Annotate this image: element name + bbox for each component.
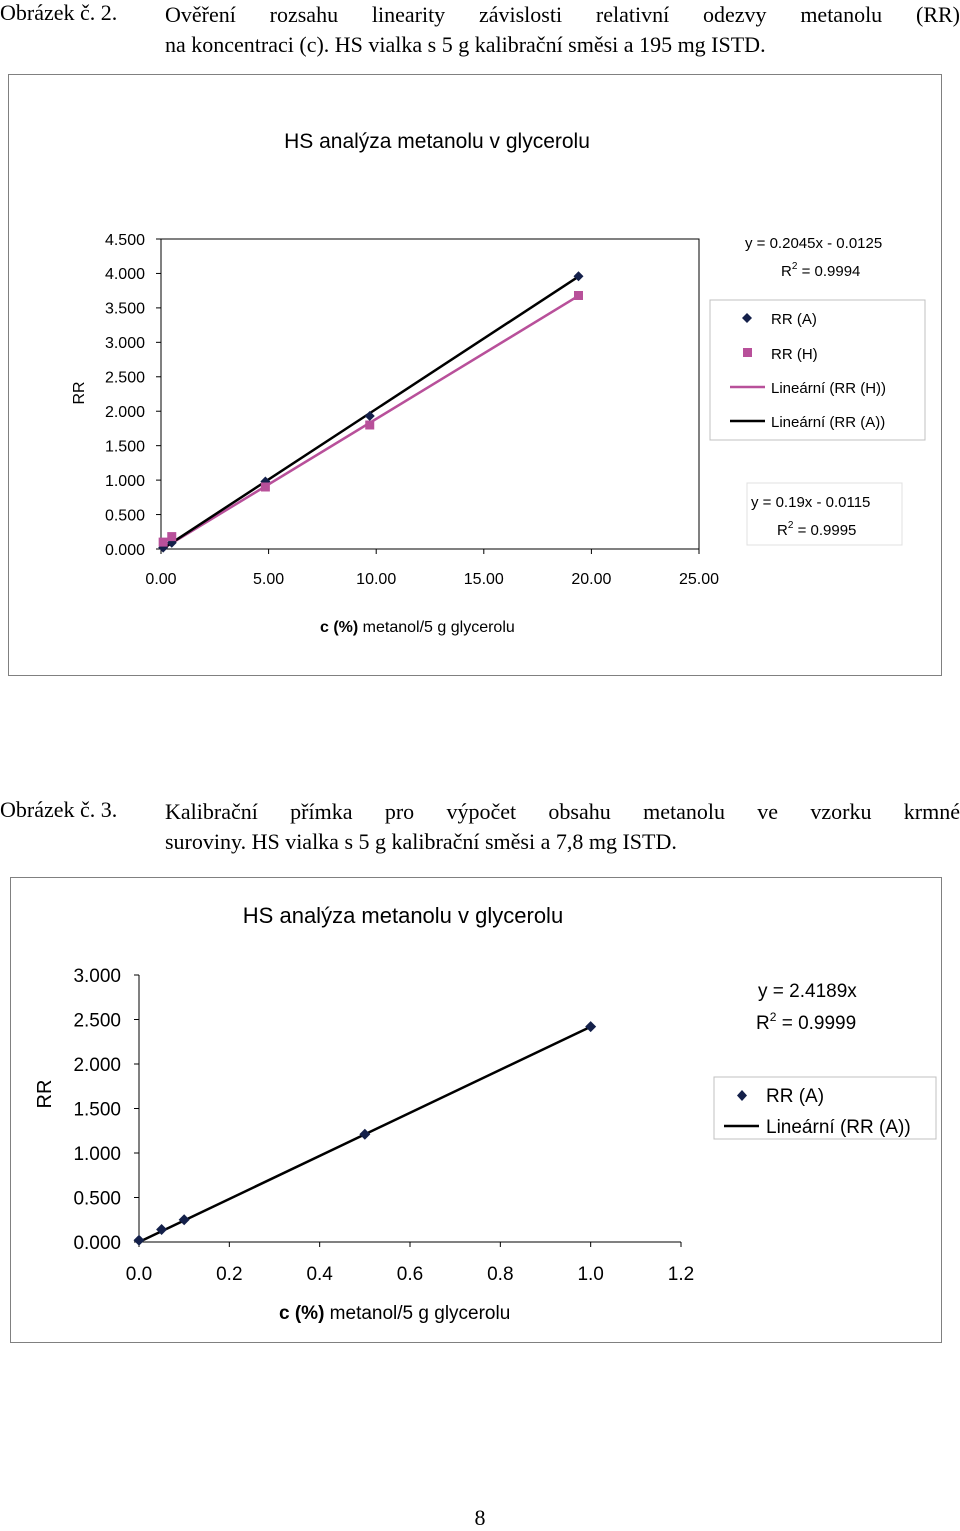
y-tick-label: 1.000 xyxy=(73,1144,121,1165)
equation-box-h xyxy=(746,482,903,546)
x-tick-label: 20.00 xyxy=(571,571,611,588)
x-tick-label: 0.2 xyxy=(216,1264,242,1285)
chart-1: HS analýza metanolu v glycerolu RR c (%)… xyxy=(71,130,926,636)
y-tick-label: 3.500 xyxy=(105,301,145,318)
chart-frame: HS analýza metanolu v glycerolu RR c (%)… xyxy=(10,877,942,1343)
data-point-diamond xyxy=(178,1214,190,1226)
x-tick-labels: 0.00 5.00 10.00 15.00 20.00 25.00 xyxy=(145,549,719,588)
page-number: 8 xyxy=(474,1505,486,1530)
x-axis-label-rest: metanol/5 g glycerolu xyxy=(324,1303,510,1324)
x-axis-label: c (%) metanol/5 g glycerolu xyxy=(320,619,515,636)
x-axis-label-bold: c (%) xyxy=(279,1303,324,1324)
x-tick-label: 0.00 xyxy=(145,571,176,588)
legend-trend-a: Lineární (RR (A)) xyxy=(771,414,885,431)
data-point-square xyxy=(365,420,375,430)
caption-line-1: Ověření rozsahu linearity závislosti rel… xyxy=(165,2,960,27)
r2-a: R2 = 0.9994 xyxy=(781,261,860,280)
data-point-diamond xyxy=(158,542,169,553)
equation-h: y = 0.19x - 0.0115 xyxy=(751,494,870,511)
x-axis-label-bold: c (%) xyxy=(320,619,358,636)
y-tick-label: 2.500 xyxy=(73,1010,121,1031)
legend-square-marker xyxy=(743,348,752,357)
y-tick-label: 2.000 xyxy=(73,1055,121,1076)
plot-area xyxy=(160,238,700,550)
data-point-square xyxy=(260,482,270,492)
x-tick-label: 15.00 xyxy=(464,571,504,588)
data-point-diamond xyxy=(364,411,375,422)
data-point-square xyxy=(573,290,583,300)
y-tick-label: 2.500 xyxy=(105,370,145,387)
y-tick-label: 4.000 xyxy=(105,266,145,283)
legend xyxy=(709,299,926,441)
data-point-diamond xyxy=(573,271,584,282)
y-tick-labels: 0.000 0.500 1.000 1.500 2.000 2.500 3.000 xyxy=(73,966,139,1254)
legend-series-a: RR (A) xyxy=(771,311,817,328)
legend-series-h: RR (H) xyxy=(771,346,818,363)
chart-2: HS analýza metanolu v glycerolu RR c (%)… xyxy=(34,903,937,1324)
data-point-diamond xyxy=(133,1234,145,1246)
y-tick-label: 3.000 xyxy=(73,966,121,987)
y-tick-label: 2.000 xyxy=(105,404,145,421)
data-points xyxy=(133,1021,597,1246)
y-tick-label: 0.500 xyxy=(73,1188,121,1209)
r2-a: R2 = 0.9999 xyxy=(756,1010,856,1034)
y-tick-labels: 0.000 0.500 1.000 1.500 2.000 2.500 3.000 3.500… xyxy=(105,232,161,559)
chart-title: HS analýza metanolu v glycerolu xyxy=(284,130,590,153)
data-point-diamond xyxy=(156,1224,168,1236)
figure-number: Obrázek č. 3. xyxy=(0,797,118,822)
caption-line-2: suroviny. HS vialka s 5 g kalibrační smě… xyxy=(165,829,677,854)
equation-a: y = 2.4189x xyxy=(758,981,857,1002)
y-tick-label: 1.000 xyxy=(105,473,145,490)
equation-a: y = 0.2045x - 0.0125 xyxy=(745,235,882,252)
data-points xyxy=(158,271,584,553)
x-tick-label: 1.0 xyxy=(577,1264,603,1285)
y-tick-label: 0.000 xyxy=(105,542,145,559)
x-tick-label: 5.00 xyxy=(253,571,284,588)
y-tick-label: 4.500 xyxy=(105,232,145,249)
x-tick-label: 0.0 xyxy=(126,1264,152,1285)
data-point-diamond xyxy=(359,1128,371,1140)
x-tick-label: 0.8 xyxy=(487,1264,513,1285)
chart-title: HS analýza metanolu v glycerolu xyxy=(243,903,563,928)
legend-series-a: RR (A) xyxy=(766,1086,824,1107)
legend-diamond-marker xyxy=(737,1090,747,1101)
y-axis-label: RR xyxy=(34,1080,56,1109)
caption-line-2: na koncentraci (c). HS vialka s 5 g kali… xyxy=(165,32,766,57)
x-tick-label: 0.4 xyxy=(306,1264,333,1285)
x-axis-label-rest: metanol/5 g glycerolu xyxy=(358,619,515,636)
y-axis-label: RR xyxy=(71,381,88,404)
y-tick-label: 3.000 xyxy=(105,335,145,352)
x-tick-label: 1.2 xyxy=(668,1264,694,1285)
data-point-diamond xyxy=(585,1021,597,1033)
x-tick-label: 0.6 xyxy=(397,1264,423,1285)
legend xyxy=(713,1076,937,1140)
chart-frame: HS analýza metanolu v glycerolu RR c (%)… xyxy=(8,74,942,676)
data-point-square xyxy=(158,537,168,547)
x-tick-label: 10.00 xyxy=(356,571,396,588)
legend-trend-h: Lineární (RR (H)) xyxy=(771,380,886,397)
y-tick-label: 1.500 xyxy=(105,438,145,455)
r2-h: R2 = 0.9995 xyxy=(777,520,856,539)
y-tick-label: 0.000 xyxy=(73,1233,121,1254)
x-tick-label: 25.00 xyxy=(679,571,719,588)
y-tick-label: 1.500 xyxy=(73,1099,121,1120)
caption-line-1: Kalibrační přímka pro výpočet obsahu met… xyxy=(165,799,960,824)
figure-number: Obrázek č. 2. xyxy=(0,0,118,25)
legend-diamond-marker xyxy=(742,313,752,323)
legend-trend-a: Lineární (RR (A)) xyxy=(766,1117,911,1138)
figure-caption: Kalibrační přímka pro výpočet obsahu met… xyxy=(165,797,960,857)
x-tick-labels: 0.0 0.2 0.4 0.6 0.8 1.0 1.2 xyxy=(126,1242,694,1285)
data-point-square xyxy=(167,532,177,542)
y-tick-label: 0.500 xyxy=(105,507,145,524)
figure-caption: Ověření rozsahu linearity závislosti rel… xyxy=(165,0,960,60)
x-axis-label: c (%) metanol/5 g glycerolu xyxy=(279,1303,510,1324)
